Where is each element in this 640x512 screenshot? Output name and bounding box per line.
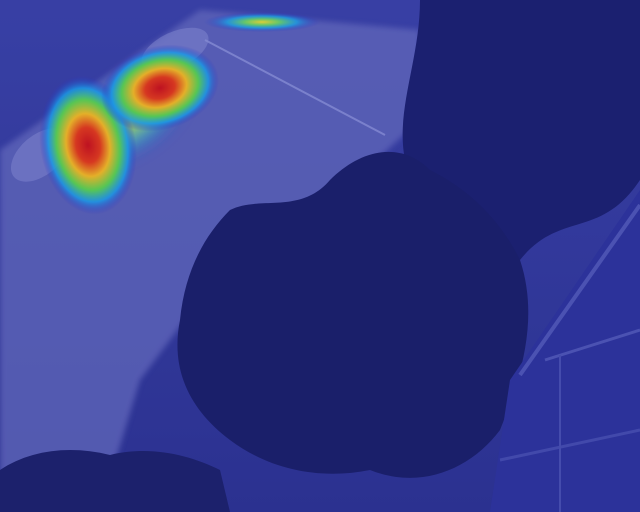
tree-canopy-center <box>177 151 529 478</box>
building-lower-right <box>490 190 640 512</box>
shrubs-bottom <box>0 450 230 512</box>
heat-streak-top <box>204 12 320 32</box>
road-marking <box>204 39 386 136</box>
heatmap-layer <box>39 12 320 215</box>
heat-hotspot-2 <box>101 44 219 132</box>
